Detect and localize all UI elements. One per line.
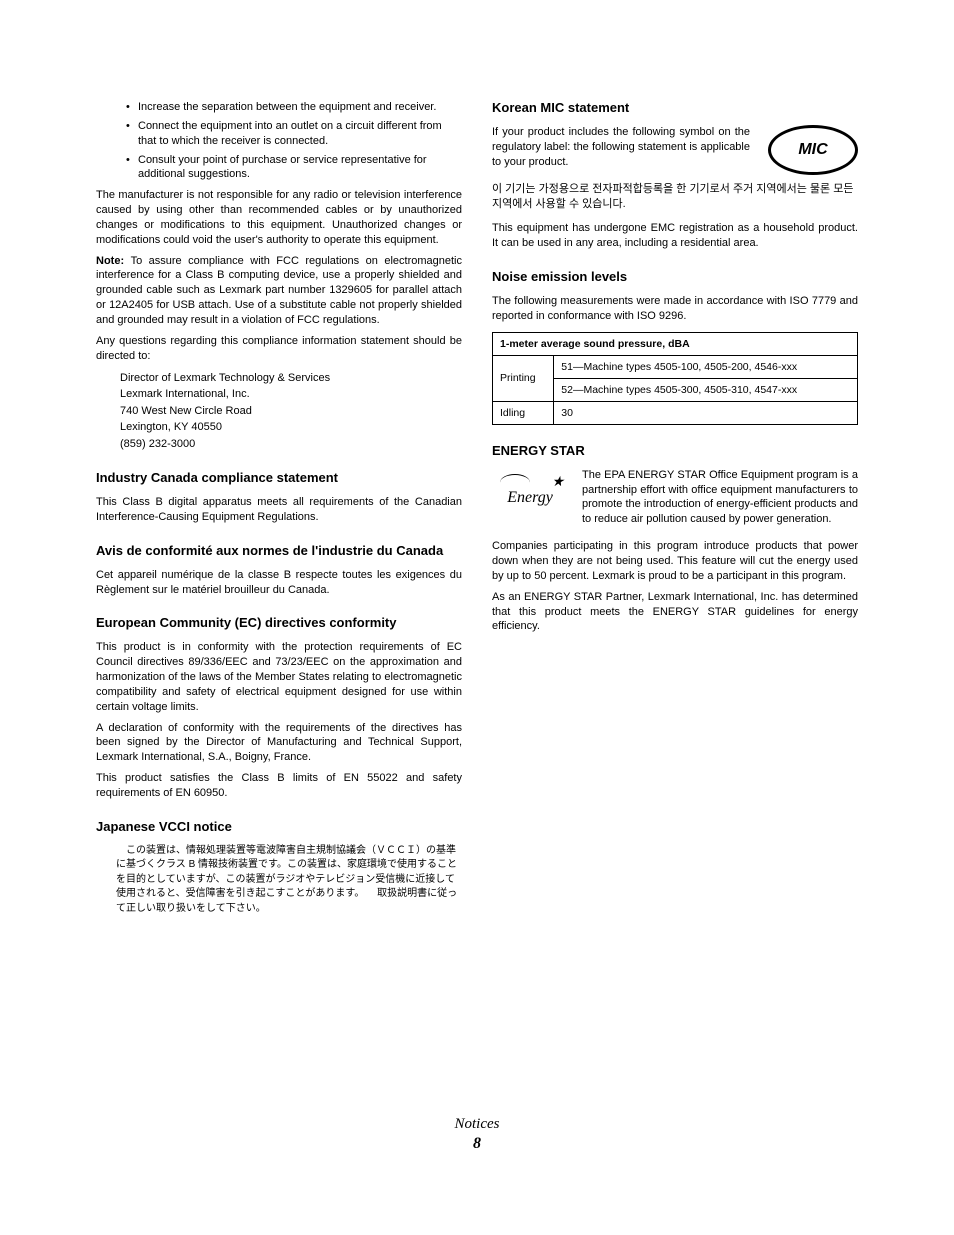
questions-intro: Any questions regarding this compliance … bbox=[96, 334, 462, 364]
vcci-japanese-text: この装置は、情報処理装置等電波障害自主規制協議会（ＶＣＣＩ）の基準に基づくクラス… bbox=[116, 844, 462, 917]
left-column: Increase the separation between the equi… bbox=[96, 100, 462, 924]
heading-mic: Korean MIC statement bbox=[492, 100, 858, 115]
page-footer: Notices 8 bbox=[96, 1116, 858, 1153]
energy-text-1: The EPA ENERGY STAR Office Equipment pro… bbox=[582, 468, 858, 527]
note-body: To assure compliance with FCC regulation… bbox=[96, 255, 462, 326]
bullet-item: Connect the equipment into an outlet on … bbox=[126, 119, 462, 149]
heading-energy: ENERGY STAR bbox=[492, 443, 858, 458]
note-label: Note: bbox=[96, 255, 131, 267]
manufacturer-disclaimer: The manufacturer is not responsible for … bbox=[96, 188, 462, 247]
mic-logo-icon: MIC bbox=[768, 125, 858, 175]
table-cell: 51—Machine types 4505-100, 4505-200, 454… bbox=[554, 355, 858, 378]
heading-canada: Industry Canada compliance statement bbox=[96, 470, 462, 485]
noise-intro: The following measurements were made in … bbox=[492, 294, 858, 324]
heading-ec: European Community (EC) directives confo… bbox=[96, 615, 462, 630]
footer-page-number: 8 bbox=[96, 1135, 858, 1153]
mic-intro: If your product includes the following s… bbox=[492, 125, 750, 170]
suggestion-list: Increase the separation between the equi… bbox=[126, 100, 462, 182]
canada-text: This Class B digital apparatus meets all… bbox=[96, 495, 462, 525]
energy-text-3: As an ENERGY STAR Partner, Lexmark Inter… bbox=[492, 590, 858, 635]
energy-text-2: Companies participating in this program … bbox=[492, 539, 858, 584]
fcc-note: Note: To assure compliance with FCC regu… bbox=[96, 254, 462, 328]
korean-statement: 이 기기는 가정용으로 전자파적합등록을 한 기기로서 주거 지역에서는 물론 … bbox=[492, 182, 858, 214]
footer-title: Notices bbox=[96, 1116, 858, 1133]
heading-avis: Avis de conformité aux normes de l'indus… bbox=[96, 543, 462, 558]
table-row-label: Idling bbox=[493, 401, 554, 424]
ec-text-1: This product is in conformity with the p… bbox=[96, 640, 462, 714]
table-cell: 30 bbox=[554, 401, 858, 424]
right-column: Korean MIC statement If your product inc… bbox=[492, 100, 858, 924]
contact-address: Director of Lexmark Technology & Service… bbox=[120, 370, 462, 453]
noise-table: 1-meter average sound pressure, dBA Prin… bbox=[492, 332, 858, 425]
heading-vcci: Japanese VCCI notice bbox=[96, 819, 462, 834]
table-header: 1-meter average sound pressure, dBA bbox=[493, 332, 858, 355]
mic-registration: This equipment has undergone EMC registr… bbox=[492, 221, 858, 251]
table-cell: 52—Machine types 4505-300, 4505-310, 454… bbox=[554, 378, 858, 401]
avis-text: Cet appareil numérique de la classe B re… bbox=[96, 568, 462, 598]
ec-text-2: A declaration of conformity with the req… bbox=[96, 721, 462, 766]
table-row-label: Printing bbox=[493, 355, 554, 401]
heading-noise: Noise emission levels bbox=[492, 269, 858, 284]
ec-text-3: This product satisfies the Class B limit… bbox=[96, 771, 462, 801]
bullet-item: Increase the separation between the equi… bbox=[126, 100, 462, 115]
energy-star-icon: Energy bbox=[492, 468, 568, 528]
bullet-item: Consult your point of purchase or servic… bbox=[126, 153, 462, 183]
